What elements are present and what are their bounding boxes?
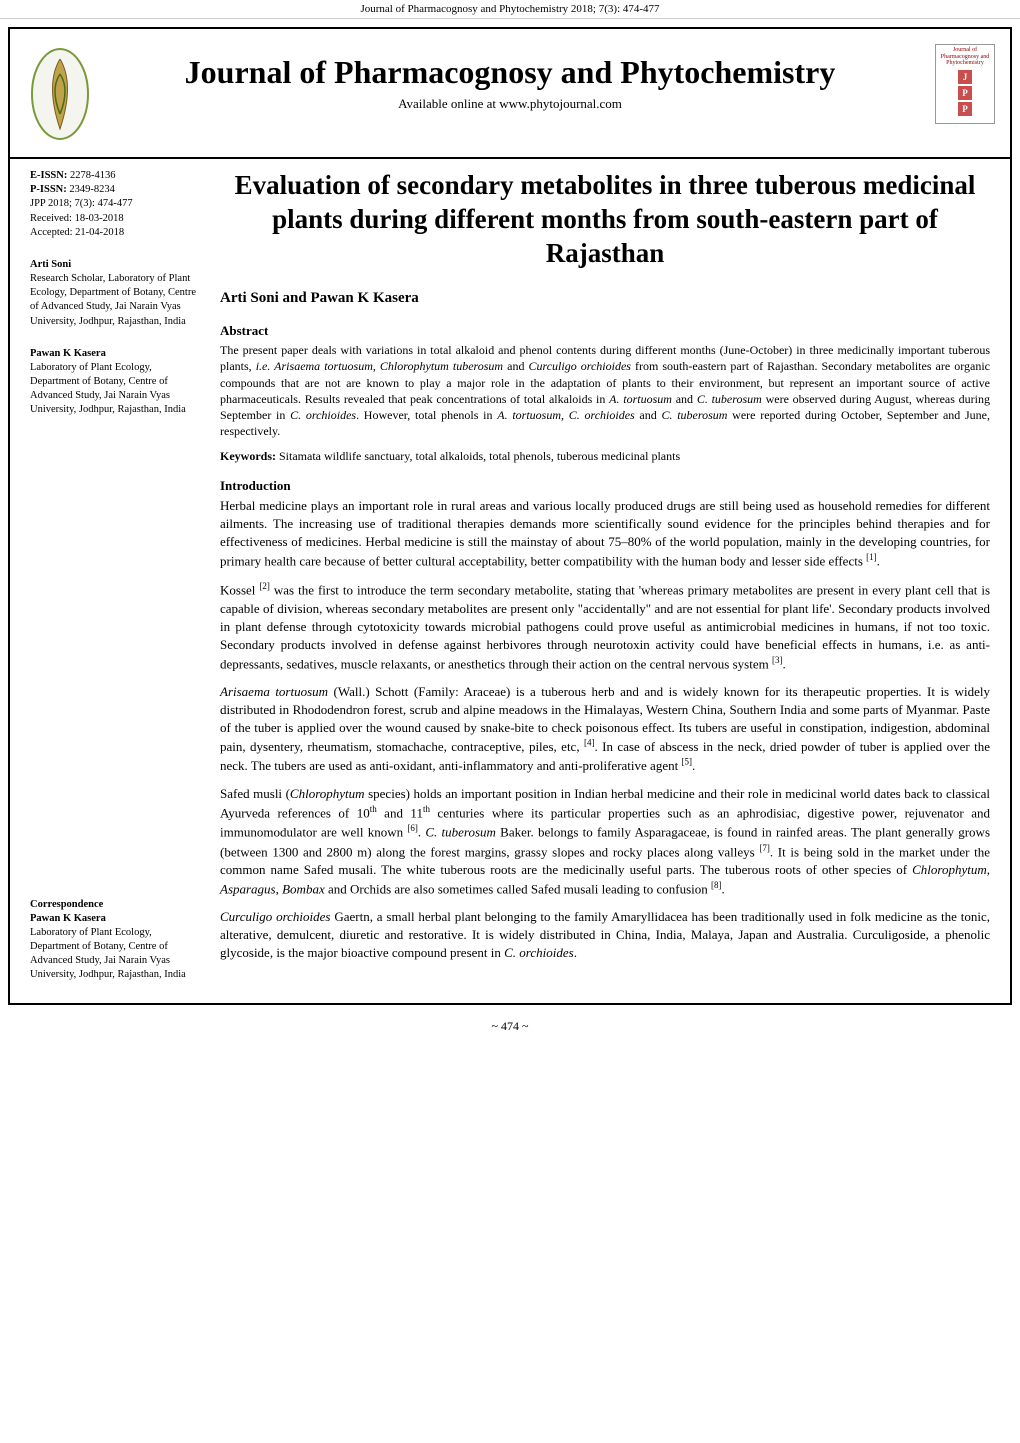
abstract-text: The present paper deals with variations … (220, 342, 990, 439)
main-content: E-ISSN: 2278-4136 P-ISSN: 2349-8234 JPP … (10, 159, 1010, 1003)
journal-logo-icon (25, 44, 95, 144)
journal-subtitle: Available online at www.phytojournal.com (20, 96, 1000, 122)
sidebar-author-2-name: Pawan K Kasera (30, 347, 200, 361)
jpp-line: JPP 2018; 7(3): 474-477 (30, 197, 200, 211)
correspondence-affil: Laboratory of Plant Ecology, Department … (30, 926, 200, 983)
cover-letters: J P P (938, 69, 992, 117)
correspondence-label: Correspondence (30, 898, 200, 912)
sidebar-author-1: Arti Soni Research Scholar, Laboratory o… (30, 258, 200, 329)
accepted-line: Accepted: 21-04-2018 (30, 226, 200, 240)
journal-title: Journal of Pharmacognosy and Phytochemis… (20, 44, 1000, 96)
keywords-label: Keywords: (220, 449, 276, 463)
e-issn-label: E-ISSN: (30, 170, 67, 181)
running-head-text: Journal of Pharmacognosy and Phytochemis… (360, 3, 659, 15)
page-number: ~ 474 ~ (492, 1019, 529, 1033)
sidebar: E-ISSN: 2278-4136 P-ISSN: 2349-8234 JPP … (30, 169, 215, 983)
intro-para-1: Herbal medicine plays an important role … (220, 497, 990, 570)
e-issn-value: 2278-4136 (70, 170, 116, 181)
article-column: Evaluation of secondary metabolites in t… (215, 169, 990, 983)
authors-line: Arti Soni and Pawan K Kasera (220, 290, 990, 307)
intro-heading: Introduction (220, 478, 990, 494)
keywords-text: Sitamata wildlife sanctuary, total alkal… (279, 449, 680, 463)
issn-block: E-ISSN: 2278-4136 P-ISSN: 2349-8234 JPP … (30, 169, 200, 240)
species-arisaema: Arisaema tortuosum (220, 684, 328, 699)
intro-para-5: Curculigo orchioides Gaertn, a small her… (220, 908, 990, 962)
correspondence-name: Pawan K Kasera (30, 912, 200, 926)
page-footer: ~ 474 ~ (0, 1013, 1020, 1040)
cover-letter-p1: P (958, 86, 972, 100)
intro-para-4: Safed musli (Chlorophytum species) holds… (220, 785, 990, 898)
sidebar-author-1-affil: Research Scholar, Laboratory of Plant Ec… (30, 272, 200, 329)
intro-p3-rest: (Wall.) Schott (Family: Araceae) is a tu… (220, 684, 990, 773)
abstract-heading: Abstract (220, 323, 990, 339)
paper-title: Evaluation of secondary metabolites in t… (220, 169, 990, 270)
sidebar-author-1-name: Arti Soni (30, 258, 200, 272)
sidebar-author-2-affil: Laboratory of Plant Ecology, Department … (30, 361, 200, 418)
intro-para-3: Arisaema tortuosum (Wall.) Schott (Famil… (220, 683, 990, 775)
correspondence-block: Correspondence Pawan K Kasera Laboratory… (30, 898, 200, 983)
cover-letter-j: J (958, 70, 972, 84)
p-issn-label: P-ISSN: (30, 184, 67, 195)
journal-cover-icon: Journal of Pharmacognosy and Phytochemis… (935, 44, 995, 124)
cover-caption: Journal of Pharmacognosy and Phytochemis… (938, 47, 992, 67)
cover-letter-p2: P (958, 102, 972, 116)
running-head: Journal of Pharmacognosy and Phytochemis… (0, 0, 1020, 19)
journal-banner: Journal of Pharmacognosy and Phytochemis… (10, 29, 1010, 159)
sidebar-author-2: Pawan K Kasera Laboratory of Plant Ecolo… (30, 347, 200, 418)
page-border: Journal of Pharmacognosy and Phytochemis… (8, 27, 1012, 1005)
p-issn-value: 2349-8234 (69, 184, 115, 195)
keywords-line: Keywords: Sitamata wildlife sanctuary, t… (220, 449, 990, 464)
intro-para-2: Kossel [2] was the first to introduce th… (220, 580, 990, 672)
received-line: Received: 18-03-2018 (30, 212, 200, 226)
